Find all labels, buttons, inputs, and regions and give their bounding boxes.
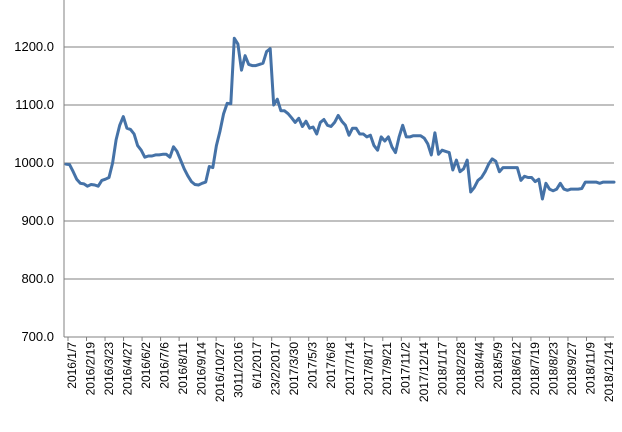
x-tick-label: 2016/1/7 bbox=[65, 342, 79, 389]
gridlines bbox=[64, 46, 614, 280]
x-tick-label: 2018/4/4 bbox=[472, 342, 486, 389]
x-tick-label: 2018/11/9 bbox=[583, 342, 597, 395]
x-tick-label: 23/2/2017 bbox=[269, 342, 283, 396]
x-tick-label: 2016/2/19 bbox=[84, 342, 98, 396]
x-tick-label: 2017/11/2 bbox=[398, 342, 412, 395]
x-tick-label: 2018/5/9 bbox=[491, 342, 505, 389]
x-tick-label: 2016/10/27 bbox=[213, 342, 227, 402]
x-tick-label: 2016/6/2 bbox=[139, 342, 153, 389]
x-tick-label: 2018/6/12 bbox=[509, 342, 523, 396]
series-group bbox=[64, 36, 616, 201]
y-tick-label: 900.0 bbox=[21, 213, 54, 228]
x-tick-label: 2016/7/6 bbox=[158, 342, 172, 389]
x-tick-label: 2018/2/28 bbox=[454, 342, 468, 396]
x-tick-label: 2017/3/30 bbox=[287, 342, 301, 396]
axes bbox=[63, 0, 614, 341]
x-tick-label: 2016/3/23 bbox=[102, 342, 116, 396]
y-axis-ticks: 700.0 800.0 900.0 1000.0 1100.0 1200.0 bbox=[14, 39, 54, 344]
x-tick-label: 2018/7/19 bbox=[528, 342, 542, 396]
x-tick-label: 2017/7/14 bbox=[343, 342, 357, 396]
x-tick-label: 2016/9/14 bbox=[195, 342, 209, 396]
y-tick-label: 1000.0 bbox=[14, 155, 54, 170]
x-tick-label: 2017/5/3 bbox=[306, 342, 320, 389]
x-tick-label: 2016/4/27 bbox=[121, 342, 135, 396]
series-line bbox=[64, 36, 616, 201]
x-tick-label: 2017/8/17 bbox=[361, 342, 375, 396]
x-tick-label: 2017/9/21 bbox=[380, 342, 394, 396]
x-tick-label: 2016/8/11 bbox=[176, 342, 190, 395]
x-tick-label: 2018/1/17 bbox=[435, 342, 449, 396]
x-tick-label: 2018/12/14 bbox=[602, 342, 616, 402]
x-axis-ticks: 2016/1/7 2016/2/19 2016/3/23 2016/4/27 2016/… bbox=[65, 342, 616, 402]
y-tick-label: 1100.0 bbox=[15, 97, 54, 112]
x-tick-label: 6/1/2017 bbox=[250, 342, 264, 389]
x-tick-label: 3011/2016 bbox=[232, 342, 246, 398]
y-tick-label: 800.0 bbox=[21, 271, 54, 286]
x-tick-label: 2017/6/8 bbox=[324, 342, 338, 389]
x-tick-label: 2018/9/27 bbox=[565, 342, 579, 396]
y-tick-label: 700.0 bbox=[21, 329, 54, 344]
x-tick-label: 2017/12/14 bbox=[417, 342, 431, 402]
y-tick-label: 1200.0 bbox=[14, 39, 54, 54]
x-tick-label: 2018/8/23 bbox=[546, 342, 560, 396]
